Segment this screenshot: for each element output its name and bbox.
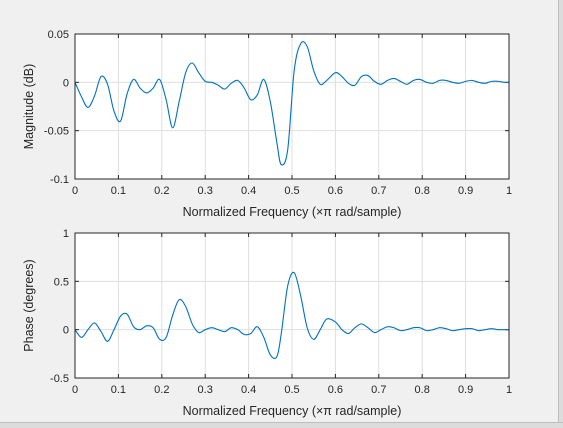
x-tick-label: 0.7 <box>371 185 386 197</box>
x-tick-label: 0.6 <box>328 185 343 197</box>
x-tick-label: 0.1 <box>111 185 126 197</box>
x-tick-label: 0.3 <box>198 384 213 396</box>
x-tick-label: 0.4 <box>241 384 256 396</box>
x-axis-label: Normalized Frequency (×π rad/sample) <box>183 404 402 418</box>
x-tick-label: 0 <box>72 384 78 396</box>
x-tick-label: 0.1 <box>111 384 126 396</box>
y-tick-label: -0.1 <box>50 174 69 186</box>
window-frame-right-edge <box>558 0 563 427</box>
y-axis-label: Magnitude (dB) <box>22 64 36 149</box>
x-tick-label: 1 <box>506 384 512 396</box>
x-axis-label: Normalized Frequency (×π rad/sample) <box>183 205 402 219</box>
x-tick-label: 0.6 <box>328 384 343 396</box>
axes-box <box>74 33 510 180</box>
x-tick-label: 0.7 <box>371 384 386 396</box>
x-tick-label: 0.9 <box>458 384 473 396</box>
y-tick-label: 0 <box>63 325 69 337</box>
y-tick-label: 1 <box>63 228 69 240</box>
x-tick-label: 0.5 <box>284 384 299 396</box>
axes-box <box>74 232 510 379</box>
y-tick-label: 0.05 <box>48 29 69 41</box>
x-tick-label: 0.8 <box>415 185 430 197</box>
x-tick-label: 0.2 <box>154 384 169 396</box>
x-tick-label: 0.5 <box>284 185 299 197</box>
series-line-1 <box>75 41 509 166</box>
x-tick-label: 0 <box>72 185 78 197</box>
y-tick-label: -0.5 <box>50 373 69 385</box>
window-frame-bottom-edge <box>0 422 563 428</box>
x-tick-label: 0.2 <box>154 185 169 197</box>
y-axis-label: Phase (degrees) <box>22 259 36 351</box>
subplot-1: 0 0.1 0.2 0.3 0.4 0.5 0.6 0.7 0.8 0.9 1 -0.1 -0.05 0 0… <box>22 29 512 219</box>
y-tick-label: -0.05 <box>44 126 69 138</box>
x-tick-label: 0.8 <box>415 384 430 396</box>
series-line-1 <box>75 271 509 359</box>
x-tick-label: 1 <box>506 185 512 197</box>
y-tick-label: 0.5 <box>54 276 69 288</box>
x-tick-label: 0.9 <box>458 185 473 197</box>
subplot-2: 0 0.1 0.2 0.3 0.4 0.5 0.6 0.7 0.8 0.9 1-0.500.51No… <box>22 228 512 418</box>
y-tick-label: 0 <box>63 77 69 89</box>
x-tick-label: 0.3 <box>198 185 213 197</box>
x-tick-label: 0.4 <box>241 185 256 197</box>
